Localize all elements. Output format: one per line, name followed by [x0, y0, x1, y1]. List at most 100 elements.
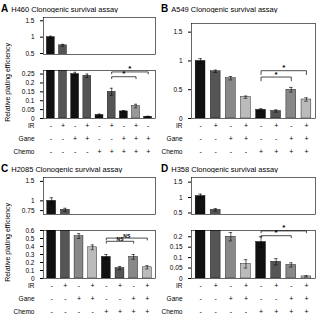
svg-text:+: + — [85, 122, 89, 129]
svg-text:0.5: 0.5 — [173, 86, 182, 93]
svg-text:1: 1 — [179, 194, 183, 201]
svg-text:-: - — [230, 122, 233, 129]
svg-text:0.6: 0.6 — [25, 227, 34, 234]
svg-text:0.15: 0.15 — [22, 88, 35, 95]
svg-text:-: - — [78, 308, 81, 315]
svg-text:-: - — [199, 148, 202, 155]
svg-text:-: - — [260, 135, 263, 142]
svg-text:-: - — [74, 148, 77, 155]
svg-text:-: - — [62, 148, 65, 155]
svg-text:-: - — [199, 135, 202, 142]
svg-text:0.1: 0.1 — [25, 97, 34, 104]
svg-text:-: - — [50, 122, 53, 129]
svg-text:*: * — [275, 228, 279, 237]
svg-text:IR: IR — [28, 122, 35, 129]
svg-text:-: - — [64, 308, 67, 315]
svg-text:+: + — [274, 282, 278, 289]
svg-text:+: + — [97, 148, 101, 155]
svg-text:+: + — [61, 122, 65, 129]
svg-text:-: - — [51, 282, 54, 289]
svg-text:+: + — [244, 135, 248, 142]
svg-text:+: + — [77, 295, 81, 302]
svg-text:+: + — [289, 135, 293, 142]
svg-text:-: - — [260, 295, 263, 302]
svg-text:*: * — [282, 63, 286, 72]
svg-text:+: + — [229, 135, 233, 142]
svg-text:+: + — [304, 295, 308, 302]
svg-text:1.5: 1.5 — [25, 177, 34, 184]
svg-text:-: - — [50, 148, 53, 155]
svg-text:0.2: 0.2 — [173, 233, 182, 240]
svg-text:+: + — [132, 295, 136, 302]
svg-text:0.3: 0.3 — [25, 251, 34, 258]
svg-text:+: + — [274, 122, 278, 129]
svg-text:-: - — [275, 295, 278, 302]
svg-text:+: + — [259, 308, 263, 315]
svg-text:+: + — [289, 308, 293, 315]
svg-text:-: - — [275, 135, 278, 142]
svg-text:-: - — [105, 282, 108, 289]
svg-text:+: + — [134, 135, 138, 142]
svg-text:-: - — [147, 122, 150, 129]
svg-text:-: - — [199, 122, 202, 129]
svg-text:+: + — [214, 122, 218, 129]
svg-text:+: + — [118, 308, 122, 315]
svg-text:0.15: 0.15 — [170, 243, 183, 250]
svg-text:+: + — [274, 148, 278, 155]
svg-text:-: - — [98, 135, 101, 142]
svg-text:+: + — [304, 148, 308, 155]
svg-text:Chemo: Chemo — [14, 148, 35, 155]
svg-text:Chemo: Chemo — [162, 148, 183, 155]
svg-text:0: 0 — [179, 115, 183, 122]
svg-text:-: - — [199, 308, 202, 315]
svg-text:Chemo: Chemo — [14, 308, 35, 315]
svg-text:-: - — [199, 282, 202, 289]
svg-text:0.1: 0.1 — [173, 254, 182, 261]
svg-text:-: - — [62, 135, 65, 142]
svg-text:+: + — [122, 135, 126, 142]
svg-text:-: - — [74, 122, 77, 129]
svg-text:+: + — [91, 295, 95, 302]
svg-text:Gane: Gane — [167, 135, 183, 142]
svg-text:-: - — [230, 282, 233, 289]
svg-text:0: 0 — [31, 115, 35, 122]
svg-text:+: + — [73, 135, 77, 142]
svg-text:-: - — [64, 295, 67, 302]
svg-text:-: - — [51, 308, 54, 315]
svg-text:+: + — [132, 308, 136, 315]
svg-text:0.2: 0.2 — [25, 259, 34, 266]
svg-text:+: + — [110, 122, 114, 129]
svg-text:-: - — [132, 282, 135, 289]
svg-text:+: + — [146, 148, 150, 155]
svg-text:*: * — [282, 223, 286, 232]
svg-text:0.2: 0.2 — [25, 79, 34, 86]
svg-text:-: - — [78, 282, 81, 289]
svg-text:Gane: Gane — [19, 295, 35, 302]
svg-text:-: - — [123, 122, 126, 129]
svg-text:0.1: 0.1 — [25, 267, 34, 274]
svg-text:+: + — [244, 295, 248, 302]
svg-text:+: + — [91, 282, 95, 289]
svg-text:0: 0 — [179, 275, 183, 282]
svg-text:+: + — [110, 148, 114, 155]
svg-text:+: + — [244, 282, 248, 289]
svg-text:*: * — [128, 64, 132, 73]
svg-text:-: - — [290, 282, 293, 289]
svg-text:+: + — [63, 282, 67, 289]
svg-text:-: - — [86, 148, 89, 155]
svg-text:-: - — [230, 148, 233, 155]
svg-text:+: + — [229, 295, 233, 302]
svg-text:+: + — [304, 308, 308, 315]
svg-text:0.05: 0.05 — [170, 264, 183, 271]
svg-text:0.5: 0.5 — [25, 235, 34, 242]
svg-text:+: + — [145, 295, 149, 302]
svg-text:-: - — [245, 308, 248, 315]
svg-text:+: + — [134, 148, 138, 155]
svg-text:+: + — [274, 308, 278, 315]
svg-text:-: - — [260, 282, 263, 289]
svg-text:+: + — [244, 122, 248, 129]
svg-text:1.5: 1.5 — [173, 28, 182, 35]
svg-text:-: - — [199, 295, 202, 302]
svg-text:IR: IR — [176, 282, 183, 289]
svg-text:-: - — [215, 295, 218, 302]
